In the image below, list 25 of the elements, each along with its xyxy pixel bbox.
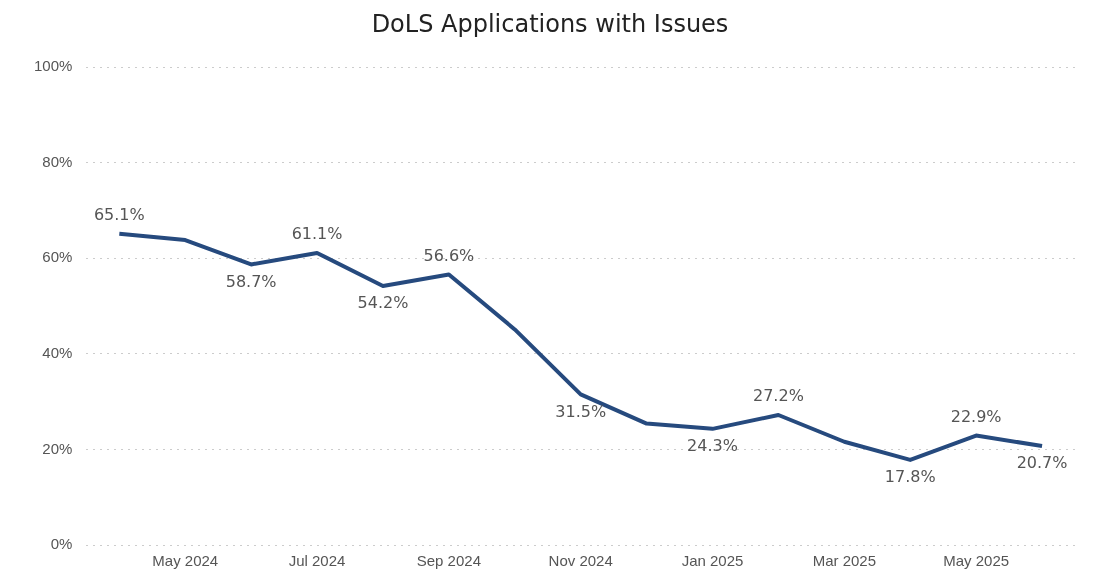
x-tick-label: Nov 2024 bbox=[548, 552, 613, 570]
x-tick-label: May 2025 bbox=[943, 552, 1010, 570]
y-tick-label: 80% bbox=[42, 152, 73, 170]
y-tick-label: 40% bbox=[42, 343, 73, 361]
data-label: 27.2% bbox=[753, 386, 804, 406]
x-tick-label: May 2024 bbox=[152, 552, 219, 570]
data-label: 54.2% bbox=[357, 293, 409, 313]
data-label: 24.3% bbox=[687, 436, 738, 455]
data-label: 58.7% bbox=[225, 271, 277, 291]
data-label: 22.9% bbox=[950, 406, 1002, 426]
data-label: 20.7% bbox=[1016, 453, 1068, 473]
data-label: 31.5% bbox=[555, 401, 607, 421]
y-tick-label: 20% bbox=[42, 439, 73, 457]
data-label: 65.1% bbox=[93, 204, 145, 224]
data-label: 17.8% bbox=[884, 467, 936, 487]
y-tick-label: 100% bbox=[33, 57, 73, 75]
y-tick-label: 60% bbox=[42, 248, 73, 266]
data-label: 56.6% bbox=[423, 245, 475, 265]
x-tick-label: Mar 2025 bbox=[812, 552, 877, 570]
y-tick-label: 0% bbox=[50, 535, 73, 553]
chart-title: DoLS Applications with Issues bbox=[370, 10, 730, 38]
data-label: 61.1% bbox=[291, 224, 343, 244]
x-tick-label: Jul 2024 bbox=[288, 552, 346, 570]
x-tick-label: Jan 2025 bbox=[681, 552, 744, 570]
x-tick-label: Sep 2024 bbox=[416, 552, 481, 570]
